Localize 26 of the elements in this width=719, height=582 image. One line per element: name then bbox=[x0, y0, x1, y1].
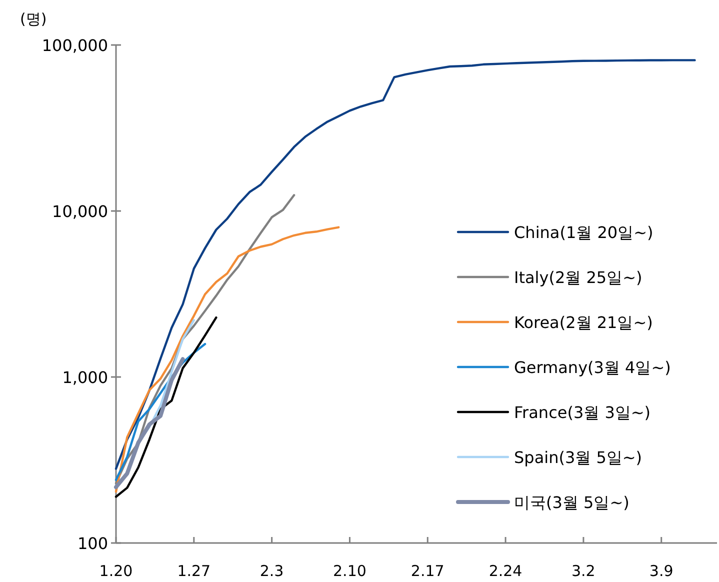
line-series bbox=[114, 342, 206, 481]
x-tick-label: 1.20 bbox=[99, 562, 133, 580]
legend-label: Korea(2월 21일~) bbox=[514, 313, 653, 332]
x-tick-label: 2.17 bbox=[410, 562, 444, 580]
legend-label: Germany(3월 4일~) bbox=[514, 358, 671, 377]
x-tick-label: 3.9 bbox=[649, 562, 674, 580]
x-tick-label: 3.2 bbox=[572, 562, 596, 580]
legend-label: France(3월 3일~) bbox=[514, 403, 651, 422]
x-tick-label: 1.27 bbox=[177, 562, 211, 580]
y-tick-label: 1,000 bbox=[62, 368, 108, 387]
line-series bbox=[114, 59, 696, 470]
y-tick-label: 100,000 bbox=[42, 36, 108, 55]
legend-label: Spain(3월 5일~) bbox=[514, 448, 642, 467]
x-tick-label: 2.3 bbox=[260, 562, 284, 580]
legend-label: Italy(2월 25일~) bbox=[514, 268, 642, 287]
x-tick-label: 2.10 bbox=[333, 562, 366, 580]
y-axis-title: (명) bbox=[20, 10, 47, 28]
y-tick-label: 10,000 bbox=[52, 202, 108, 221]
line-series bbox=[114, 316, 218, 498]
x-tick-label: 2.24 bbox=[488, 562, 522, 580]
legend-label: China(1월 20일~) bbox=[514, 223, 654, 242]
y-tick-label: 100 bbox=[77, 534, 108, 553]
line-series bbox=[114, 194, 296, 484]
line-series bbox=[114, 357, 185, 490]
line-series bbox=[114, 226, 340, 493]
legend-label: 미국(3월 5일~) bbox=[514, 493, 630, 512]
